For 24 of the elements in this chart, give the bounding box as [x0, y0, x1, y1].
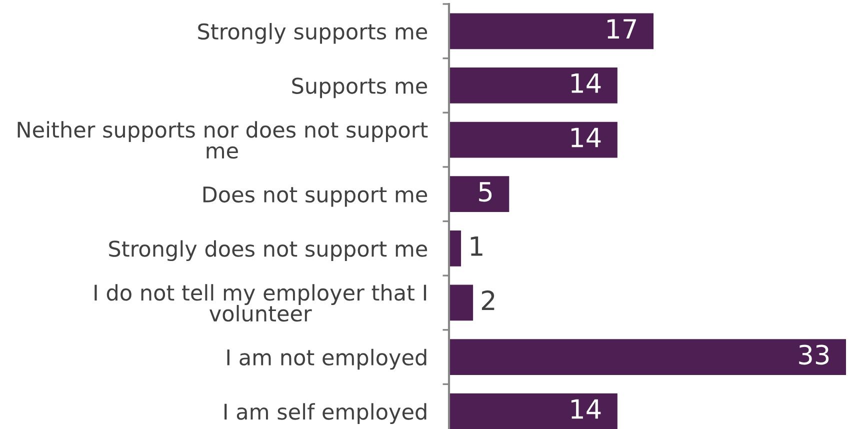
bar — [449, 122, 618, 158]
data-label: 14 — [571, 128, 601, 148]
y-tick-label: I am self employed — [224, 403, 426, 424]
bar — [449, 13, 654, 50]
bar — [449, 284, 474, 321]
data-label: 17 — [608, 19, 636, 38]
data-label: 5 — [479, 182, 492, 202]
data-label: 33 — [799, 344, 829, 365]
data-label: 14 — [571, 399, 601, 419]
bar — [449, 176, 510, 212]
y-tick-label: Does not support me — [203, 186, 428, 207]
y-tick-label: Strongly does not support me — [109, 240, 428, 262]
y-tick-label: I do not tell my employer that I volunteer — [94, 284, 426, 322]
y-tick-label: I am not employed — [227, 348, 426, 370]
y-tick-label: Supports me — [292, 78, 428, 98]
bar — [449, 230, 462, 266]
bar — [449, 393, 618, 429]
y-tick-label: Neither supports nor does not support me — [18, 121, 428, 159]
y-tick-label: Strongly supports me — [198, 22, 428, 44]
data-label: 14 — [571, 74, 601, 93]
data-label: 2 — [482, 290, 494, 310]
bar — [449, 68, 618, 104]
bar — [449, 339, 846, 375]
data-label: 1 — [470, 236, 482, 256]
